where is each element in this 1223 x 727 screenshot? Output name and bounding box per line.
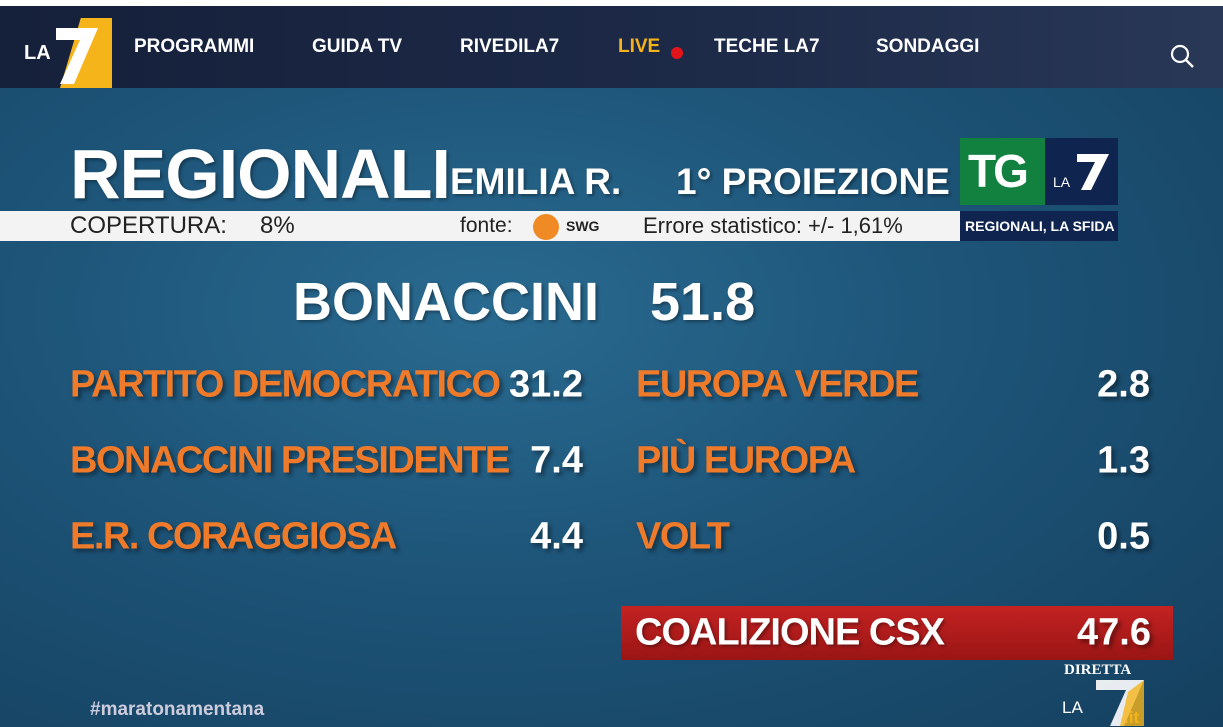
nav-item[interactable]: RIVEDILA7 [460,36,560,57]
party-name: BONACCINI PRESIDENTE [70,439,510,482]
program-box: REGIONALI, LA SFIDA [960,211,1118,241]
live-it: .it [1124,708,1140,727]
live-la: LA [1062,698,1083,717]
party-name: PIÙ EUROPA [636,439,856,482]
party-value: 31.2 [509,363,583,406]
navbar: LA PROGRAMMI GUIDA TV RIVEDILA7 LIVE TEC… [0,6,1223,88]
candidate-value: 51.8 [650,272,756,332]
search-icon[interactable] [1170,44,1196,70]
live-label: DIRETTA [1064,662,1132,678]
party-name: PARTITO DEMOCRATICO [70,363,501,406]
top-strip [0,0,1223,6]
la7-logo-box: LA [1045,138,1118,205]
party-value: 1.3 [1097,439,1150,482]
source-label: fonte: [460,214,513,237]
coalition-name: COALIZIONE CSX [635,611,945,654]
nav-item[interactable]: TECHE LA7 [714,36,820,57]
projection: 1° PROIEZIONE [676,161,950,202]
info-strip [0,211,960,241]
candidate-name: BONACCINI [293,272,599,332]
logo[interactable]: LA [24,18,112,88]
party-value: 2.8 [1097,363,1150,406]
region: EMILIA R. [450,161,622,202]
coalition-value: 47.6 [1077,611,1151,654]
coverage-label: COPERTURA: [70,212,227,239]
title: REGIONALI [70,135,451,213]
program: REGIONALI, LA SFIDA [965,218,1115,234]
nav-item[interactable]: GUIDA TV [312,36,403,57]
tg-logo-box: TG [960,138,1045,205]
hashtag: #maratonamentana [90,699,265,720]
party-name: E.R. CORAGGIOSA [70,515,397,558]
nav-item[interactable]: LIVE [618,36,661,57]
nav-item[interactable]: SONDAGGI [876,36,980,57]
coverage-value: 8% [260,212,295,239]
error: Errore statistico: +/- 1,61% [643,213,903,238]
party-name: EUROPA VERDE [636,363,919,406]
party-value: 4.4 [530,515,583,558]
live-dot [671,47,683,59]
nav-item[interactable]: PROGRAMMI [134,36,255,57]
la7-logo-text: LA [1053,174,1071,190]
party-name: VOLT [636,515,730,558]
la7-seven [1077,154,1109,190]
video-frame: REGIONALI EMILIA R. 1° PROIEZIONE TG LA … [0,88,1223,727]
party-value: 7.4 [530,439,583,482]
source: SWG [566,218,600,234]
tg-logo-text: TG [968,145,1029,197]
logo-text: LA [24,42,51,64]
coalition-bar: COALIZIONE CSX 47.6 [621,606,1173,660]
logo-seven [56,28,98,84]
party-value: 0.5 [1097,515,1150,558]
swg-icon [533,214,559,240]
live-seven [1096,680,1144,726]
